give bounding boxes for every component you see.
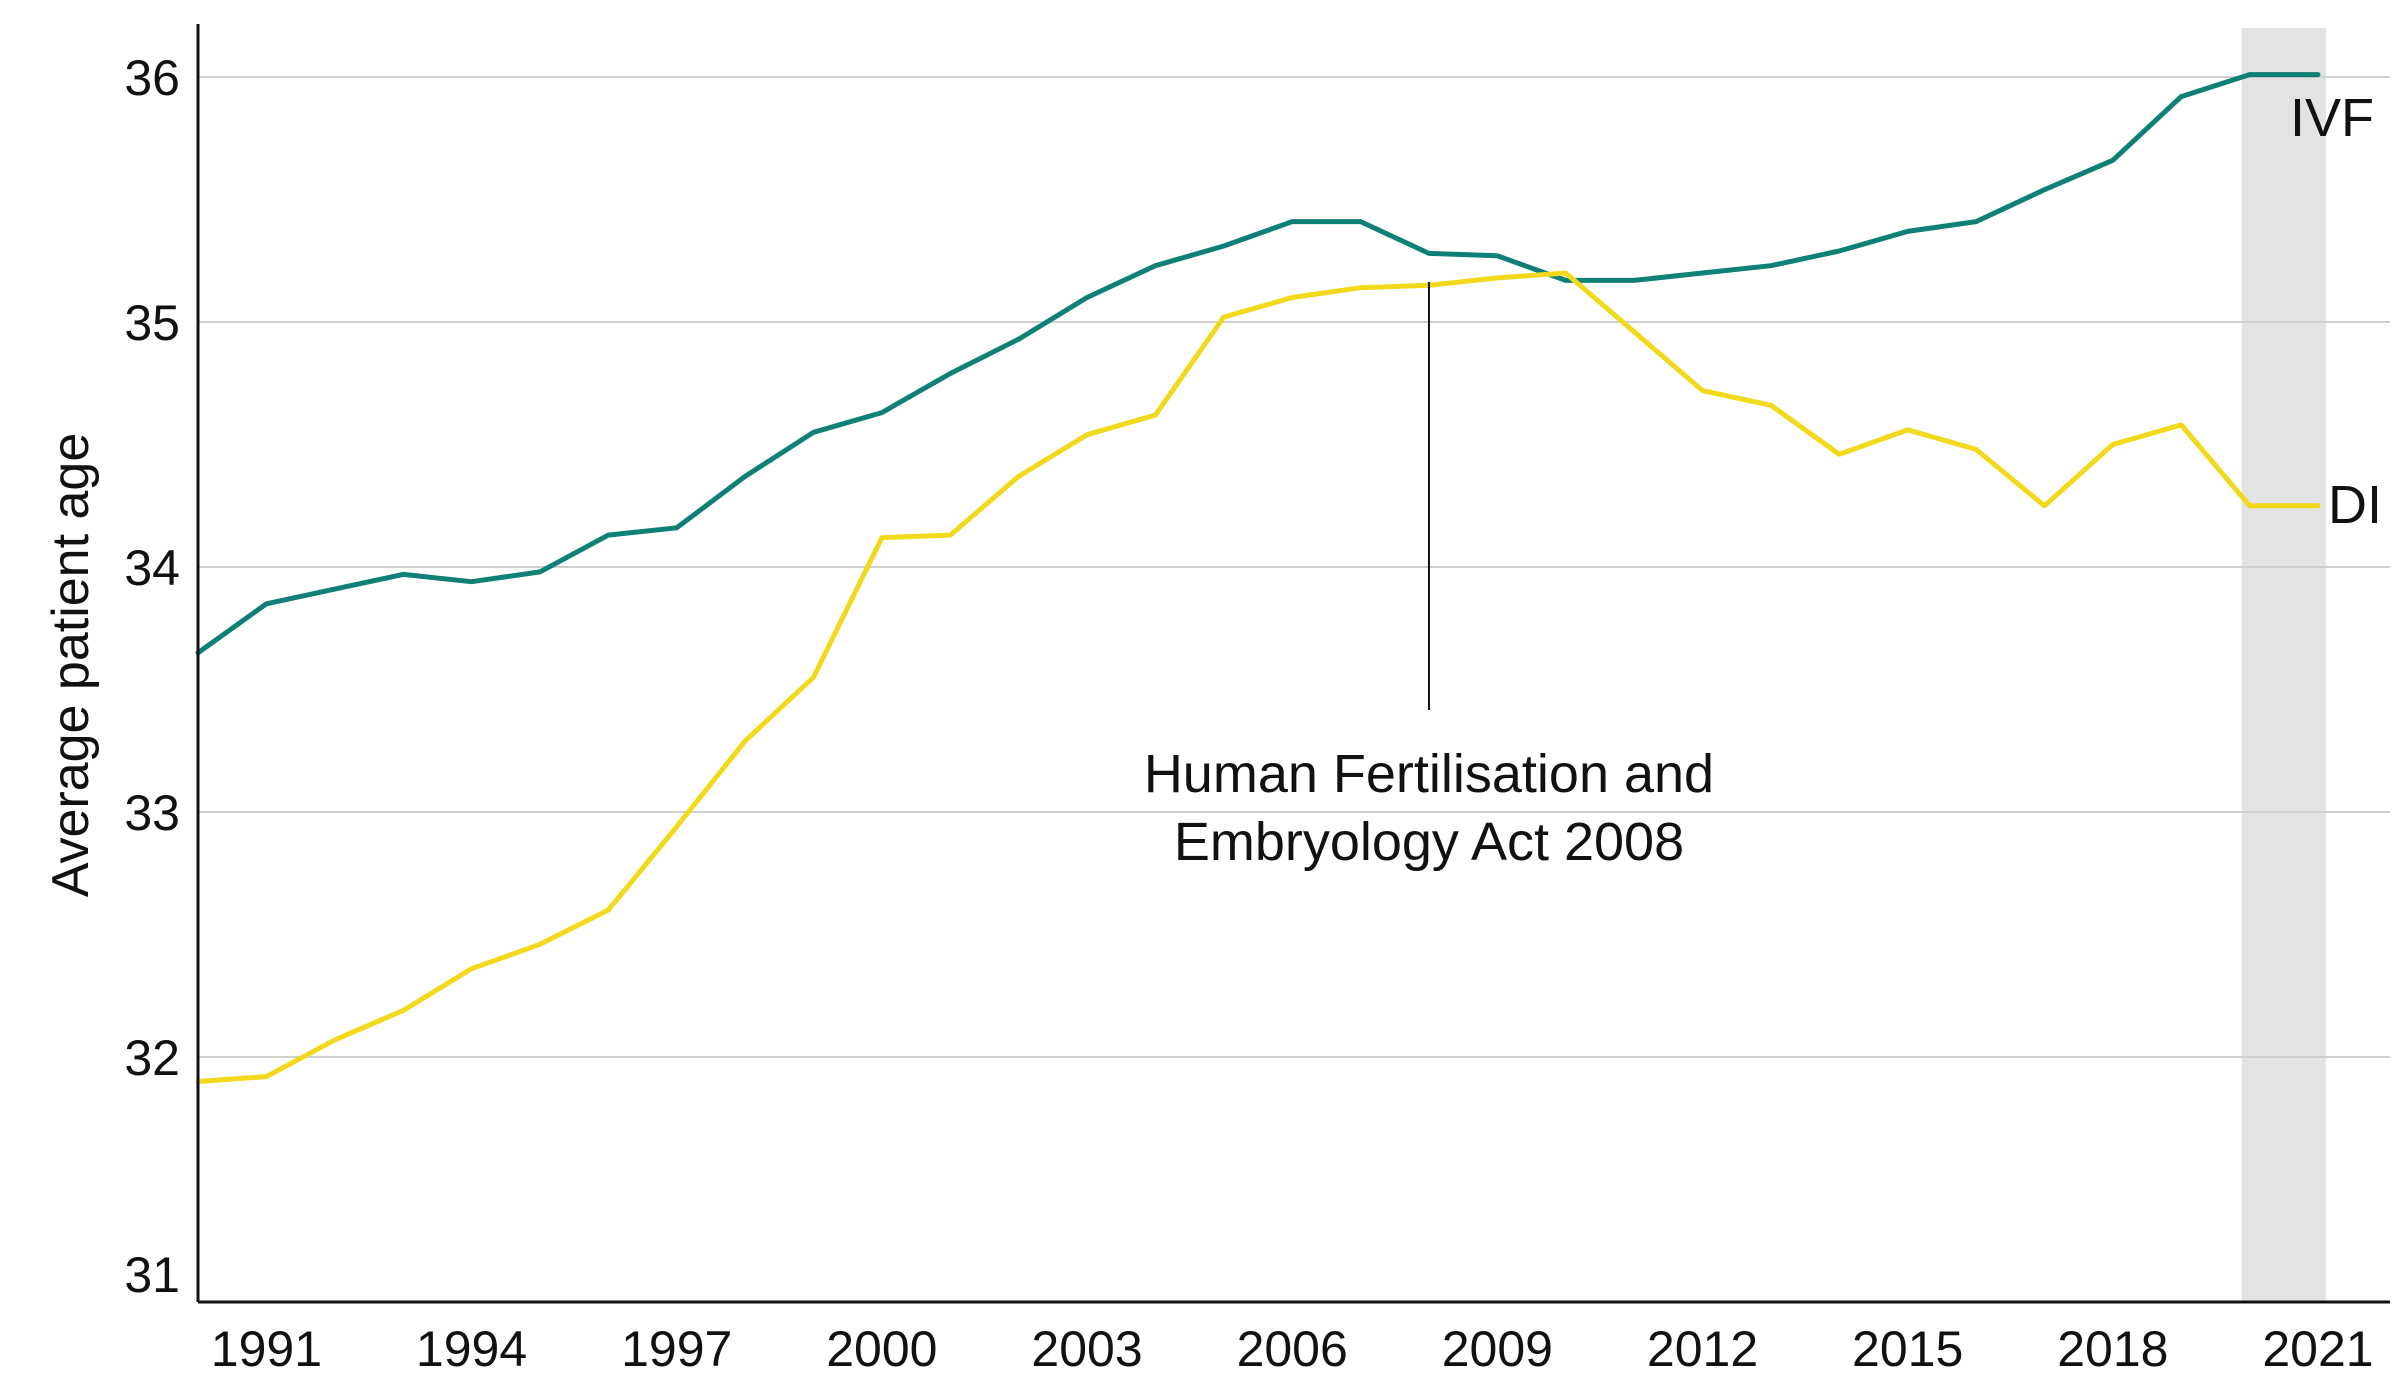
y-tick-label-34: 34 [124, 540, 180, 596]
y-axis-title: Average patient age [42, 433, 100, 898]
x-tick-label-1997: 1997 [621, 1321, 732, 1377]
annotation-text-line-2: Embryology Act 2008 [1174, 812, 1684, 872]
x-tick-label-2000: 2000 [826, 1321, 937, 1377]
x-tick-label-1991: 1991 [211, 1321, 322, 1377]
x-tick-label-2018: 2018 [2057, 1321, 2168, 1377]
x-tick-label-2003: 2003 [1031, 1321, 1142, 1377]
axes [196, 24, 2390, 1304]
y-tick-label-36: 36 [124, 50, 180, 106]
shaded-region [2241, 28, 2326, 1302]
x-tick-label-2012: 2012 [1647, 1321, 1758, 1377]
series-lines [195, 72, 2321, 1084]
gridlines [198, 76, 2390, 1058]
x-tick-label-2015: 2015 [1852, 1321, 1963, 1377]
y-tick-label-32: 32 [124, 1030, 180, 1086]
x-tick-label-2009: 2009 [1442, 1321, 1553, 1377]
highlight-region-layer [2241, 28, 2326, 1302]
x-tick-label-2021: 2021 [2262, 1321, 2373, 1377]
y-tick-label-35: 35 [124, 295, 180, 351]
x-tick-label-2006: 2006 [1237, 1321, 1348, 1377]
x-tick-label-1994: 1994 [416, 1321, 527, 1377]
series-label-di: DI [2328, 475, 2382, 535]
y-tick-label-33: 33 [124, 785, 180, 841]
annotation-text-line-1: Human Fertilisation and [1144, 744, 1714, 804]
series-label-ivf: IVF [2290, 88, 2374, 148]
tick-labels: IVF DI 31 32 33 34 35 36 1991 1994 1997 2000 2003 200… [124, 50, 2382, 1377]
series-line-ivf [195, 72, 2321, 656]
series-line-di [195, 270, 2321, 1084]
y-tick-label-31: 31 [124, 1247, 180, 1303]
annotation: Human Fertilisation and Embryology Act 20… [1144, 282, 1714, 872]
